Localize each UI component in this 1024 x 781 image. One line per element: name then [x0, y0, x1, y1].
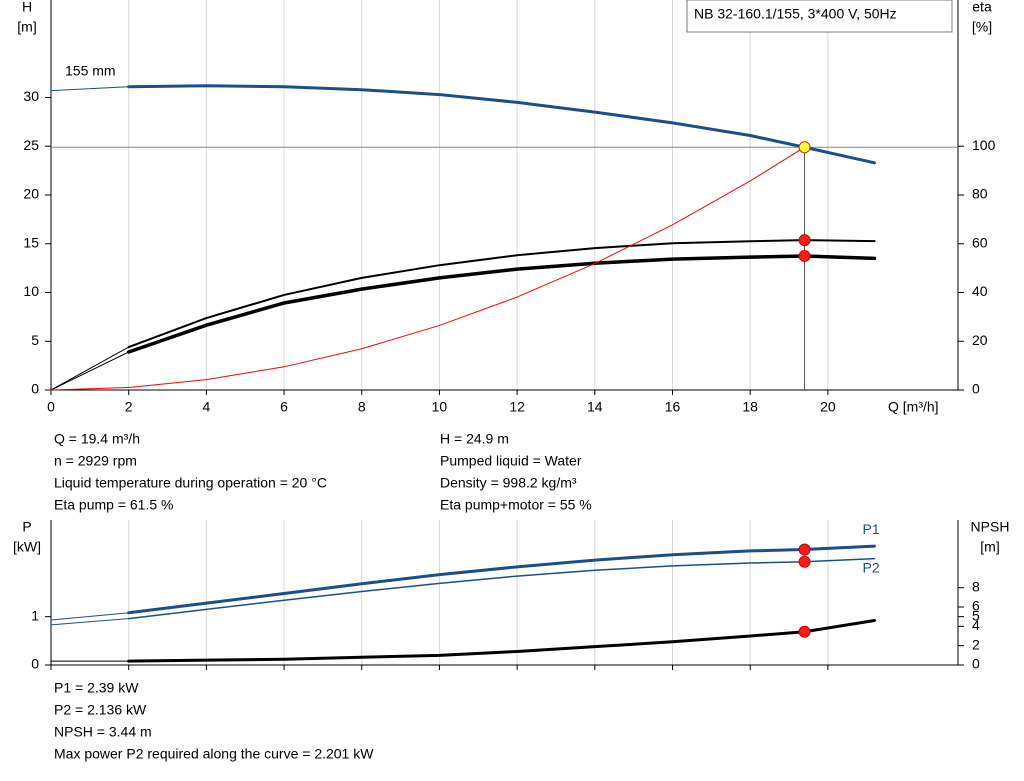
y-tick-label: 15 [23, 234, 39, 250]
y2-axis-label: eta [972, 0, 992, 15]
y2-tick-label: 0 [972, 381, 980, 397]
curve-lead-in [50, 612, 130, 621]
info-text: NPSH = 3.44 m [54, 724, 152, 740]
curve [127, 544, 876, 615]
y2-axis-label: [%] [972, 19, 992, 35]
info-text: Liquid temperature during operation = 20… [54, 475, 327, 491]
info-text: Density = 998.2 kg/m³ [440, 475, 577, 491]
curve-lead-in [50, 618, 130, 626]
y-tick-label: 0 [31, 381, 39, 397]
curve [127, 239, 876, 349]
curve [126, 254, 877, 354]
y2-tick-label: 0 [972, 656, 980, 672]
y2-tick-label: 2 [972, 636, 980, 652]
y2-tick-label: 80 [972, 186, 988, 202]
y-tick-label: 20 [23, 186, 39, 202]
y-tick-label: 1 [31, 607, 39, 623]
x-tick-label: 14 [587, 399, 603, 415]
y2-axis-label: [m] [980, 539, 999, 555]
info-text: Pumped liquid = Water [440, 453, 582, 469]
y-axis-label: [kW] [13, 539, 41, 555]
curve [127, 619, 876, 663]
x-tick-label: 8 [358, 399, 366, 415]
y-tick-label: 0 [31, 656, 39, 672]
curve-lead-in [50, 86, 130, 92]
y2-tick-label: 4 [972, 617, 980, 633]
x-tick-label: 4 [202, 399, 210, 415]
curve [127, 557, 876, 620]
series-label: P1 [862, 521, 879, 537]
y2-tick-label: 8 [972, 578, 980, 594]
y-tick-label: 25 [23, 137, 39, 153]
x-tick-label: 20 [820, 399, 836, 415]
operating-point [798, 555, 811, 568]
y2-tick-label: 6 [972, 598, 980, 614]
y2-tick-label: 40 [972, 283, 988, 299]
curve [50, 146, 806, 391]
info-text: P2 = 2.136 kW [54, 702, 147, 718]
y-tick-label: 30 [23, 88, 39, 104]
info-text: Max power P2 required along the curve = … [54, 746, 374, 762]
y-tick-label: 5 [31, 332, 39, 348]
y2-tick-label: 60 [972, 234, 988, 250]
y2-tick-label: 20 [972, 332, 988, 348]
x-tick-label: 18 [742, 399, 758, 415]
operating-point [798, 234, 811, 247]
operating-point [798, 625, 811, 638]
y2-axis-label: NPSH [971, 519, 1010, 535]
y-axis-label: [m] [17, 19, 36, 35]
operating-point [798, 249, 811, 262]
x-axis-label: Q [m³/h] [888, 399, 939, 415]
x-tick-label: 0 [47, 399, 55, 415]
operating-point [798, 141, 811, 154]
curve-lead-in [50, 346, 130, 391]
series-label: P2 [862, 559, 879, 575]
x-tick-label: 16 [665, 399, 681, 415]
info-text: Eta pump+motor = 55 % [440, 497, 592, 513]
y-axis-label: P [22, 519, 31, 535]
x-tick-label: 6 [280, 399, 288, 415]
operating-point [798, 543, 811, 556]
curve-lead-in [50, 351, 130, 391]
info-text: P1 = 2.39 kW [54, 680, 139, 696]
info-text: H = 24.9 m [440, 431, 509, 447]
x-tick-label: 12 [509, 399, 525, 415]
curve [127, 84, 876, 165]
info-text: Q = 19.4 m³/h [54, 431, 140, 447]
title-box [686, 0, 953, 33]
chart-title: NB 32-160.1/155, 3*400 V, 50Hz [694, 6, 897, 22]
y2-tick-label: 100 [972, 137, 996, 153]
info-text: Eta pump = 61.5 % [54, 497, 173, 513]
x-tick-label: 10 [432, 399, 448, 415]
y-axis-label: H [22, 0, 32, 15]
x-tick-label: 2 [125, 399, 133, 415]
y2-tick-label: 5 [972, 607, 980, 623]
y-tick-label: 10 [23, 283, 39, 299]
curve-label: 155 mm [65, 63, 116, 79]
info-text: n = 2929 rpm [54, 453, 137, 469]
